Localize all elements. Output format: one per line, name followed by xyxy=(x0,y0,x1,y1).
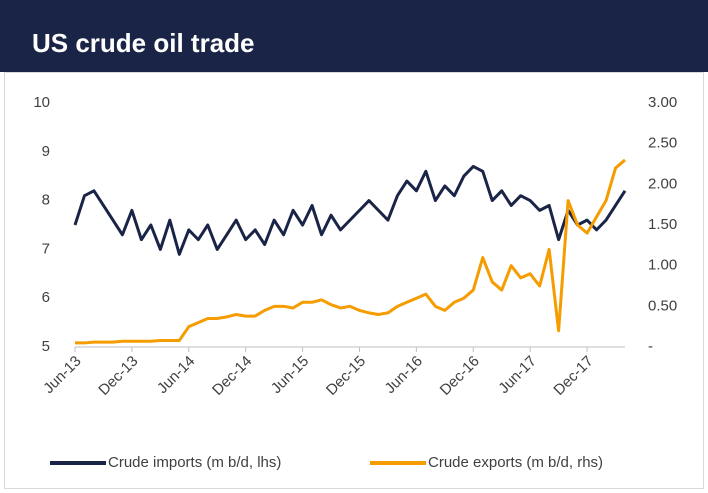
x-tick-label: Dec-13 xyxy=(95,353,141,399)
y-tick-label: 10 xyxy=(33,94,50,111)
y2-tick-label: 3.00 xyxy=(648,94,677,111)
legend-label: Crude exports (m b/d, rhs) xyxy=(428,454,603,471)
x-tick-label: Jun-15 xyxy=(268,353,312,397)
header xyxy=(0,0,708,72)
series-line xyxy=(73,164,627,256)
x-tick-label: Dec-16 xyxy=(437,353,483,399)
chart-title: US crude oil trade xyxy=(32,28,255,58)
x-tick-label: Jun-14 xyxy=(154,353,198,397)
frame xyxy=(4,72,704,489)
x-tick-label: Jun-16 xyxy=(382,353,426,397)
y2-tick-label: 2.00 xyxy=(648,175,677,192)
x-tick-label: Dec-14 xyxy=(209,353,255,399)
legend-label: Crude imports (m b/d, lhs) xyxy=(108,454,281,471)
series-line xyxy=(75,158,626,345)
y2-tick-label: 1.00 xyxy=(648,257,677,274)
y-tick-label: 8 xyxy=(42,192,50,209)
y-tick-label: 7 xyxy=(42,240,50,257)
y2-tick-label: 2.50 xyxy=(648,135,677,152)
x-tick-label: Dec-15 xyxy=(323,353,369,399)
y2-tick-label: - xyxy=(648,338,653,355)
x-tick-label: Jun-17 xyxy=(495,353,539,397)
y2-tick-label: 1.50 xyxy=(648,216,677,233)
y2-tick-label: 0.50 xyxy=(648,297,677,314)
y-tick-label: 5 xyxy=(42,338,50,355)
y-tick-label: 6 xyxy=(42,289,50,306)
x-tick-label: Dec-17 xyxy=(550,353,596,399)
y-tick-label: 9 xyxy=(42,143,50,160)
x-tick-label: Jun-13 xyxy=(40,353,84,397)
